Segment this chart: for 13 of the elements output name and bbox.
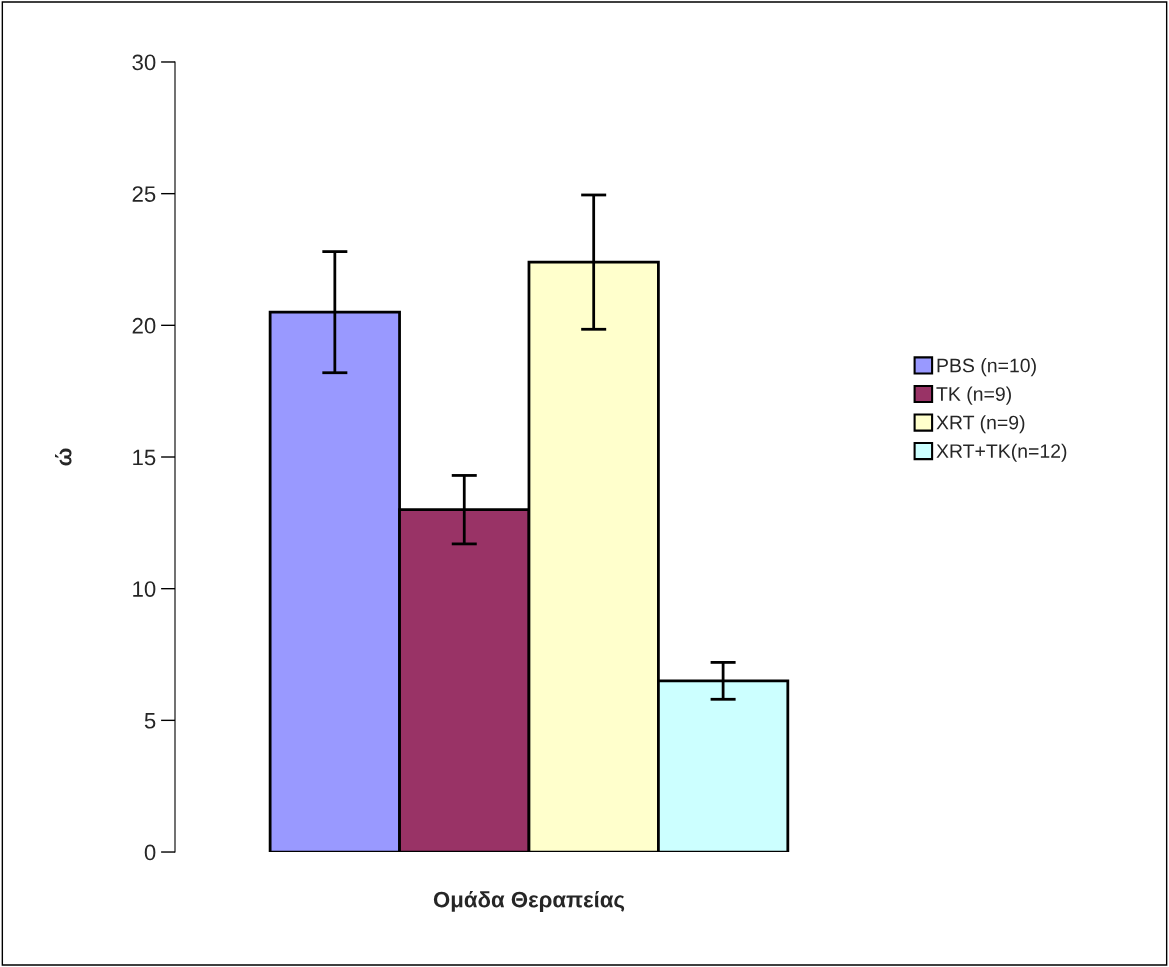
legend-label: XRT+TK(n=12) bbox=[936, 443, 1067, 462]
y-tick-label: 30 bbox=[132, 54, 156, 71]
y-tick-label: 0 bbox=[144, 844, 156, 861]
x-axis-title: Ομάδα Θεραπείας bbox=[433, 890, 625, 912]
y-tick-label: 20 bbox=[132, 317, 156, 334]
legend-label: XRT (n=9) bbox=[936, 415, 1025, 434]
y-axis-title: ώ bbox=[55, 448, 72, 466]
y-tick-label: 5 bbox=[144, 713, 156, 729]
legend-label: TK (n=9) bbox=[936, 386, 1011, 405]
y-tick-label: 25 bbox=[132, 186, 156, 202]
y-tick-label: 10 bbox=[133, 581, 156, 597]
y-tick-label: 15 bbox=[133, 449, 156, 466]
legend-label: PBS (n=10) bbox=[937, 358, 1036, 377]
